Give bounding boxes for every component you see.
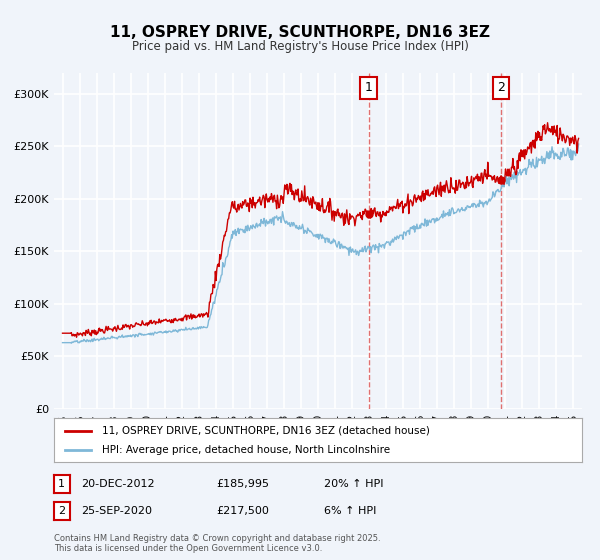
Text: 6% ↑ HPI: 6% ↑ HPI — [324, 506, 376, 516]
Text: 20-DEC-2012: 20-DEC-2012 — [81, 479, 155, 489]
Text: Price paid vs. HM Land Registry's House Price Index (HPI): Price paid vs. HM Land Registry's House … — [131, 40, 469, 53]
Text: Contains HM Land Registry data © Crown copyright and database right 2025.
This d: Contains HM Land Registry data © Crown c… — [54, 534, 380, 553]
Text: £217,500: £217,500 — [216, 506, 269, 516]
Text: 1: 1 — [58, 479, 65, 489]
Text: 2: 2 — [58, 506, 65, 516]
Text: 1: 1 — [365, 81, 373, 95]
Text: 2: 2 — [497, 81, 505, 95]
Text: 11, OSPREY DRIVE, SCUNTHORPE, DN16 3EZ: 11, OSPREY DRIVE, SCUNTHORPE, DN16 3EZ — [110, 25, 490, 40]
Text: £185,995: £185,995 — [216, 479, 269, 489]
Text: 25-SEP-2020: 25-SEP-2020 — [81, 506, 152, 516]
Text: 11, OSPREY DRIVE, SCUNTHORPE, DN16 3EZ (detached house): 11, OSPREY DRIVE, SCUNTHORPE, DN16 3EZ (… — [101, 426, 430, 436]
Text: 20% ↑ HPI: 20% ↑ HPI — [324, 479, 383, 489]
Text: HPI: Average price, detached house, North Lincolnshire: HPI: Average price, detached house, Nort… — [101, 445, 389, 455]
